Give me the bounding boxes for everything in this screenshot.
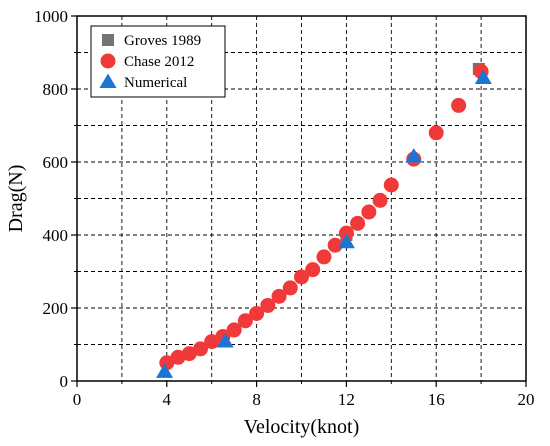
x-tick-label: 12 [338,390,355,409]
series-chase-2012 [159,63,489,371]
data-point-circle [204,334,220,350]
x-tick-label: 16 [428,390,445,409]
data-point-circle [192,341,208,357]
data-point-circle [181,346,197,362]
data-point-circle [249,305,265,321]
data-point-circle [383,177,399,193]
legend-marker [102,34,114,46]
y-tick-label: 800 [43,80,69,99]
data-points [156,62,492,378]
data-point-triangle [337,233,355,249]
data-point-triangle [405,148,423,163]
legend-label: Groves 1989 [124,33,201,49]
y-tick-label: 400 [43,226,69,245]
data-point-circle [428,125,444,141]
data-point-circle [282,280,298,296]
data-point-circle [372,192,388,208]
x-tick-label: 8 [252,390,261,409]
series-numerical [156,69,492,378]
x-tick-label: 20 [518,390,535,409]
data-point-circle [226,322,242,338]
x-axis-label: Velocity(knot) [244,416,360,438]
y-tick-label: 200 [43,299,69,318]
legend-marker [99,73,117,88]
data-point-circle [361,204,377,220]
y-tick-label: 0 [60,372,69,391]
data-point-circle [350,215,366,231]
y-tick-label: 600 [43,153,69,172]
x-tick-label: 0 [73,390,82,409]
data-point-circle [338,225,354,241]
legend-label: Chase 2012 [124,54,194,70]
data-point-triangle [216,333,234,348]
data-point-circle [260,297,276,313]
data-point-circle [271,288,287,304]
data-point-circle [294,269,309,285]
data-point-circle [451,97,467,113]
data-point-circle [305,262,321,278]
legend-marker [100,53,116,69]
x-tick-label: 4 [163,390,172,409]
axis-ticks [71,15,527,387]
data-point-circle [237,313,253,329]
legend-label: Numerical [124,75,187,91]
y-axis-label: Drag(N) [5,165,27,233]
data-point-circle [316,249,332,265]
data-point-triangle [156,363,174,378]
data-point-triangle [474,69,492,84]
grid-lines [77,16,526,381]
y-tick-label: 1000 [34,7,68,26]
legend: Groves 1989 Chase 2012 Numerical [90,25,226,98]
data-point-circle [327,237,343,253]
